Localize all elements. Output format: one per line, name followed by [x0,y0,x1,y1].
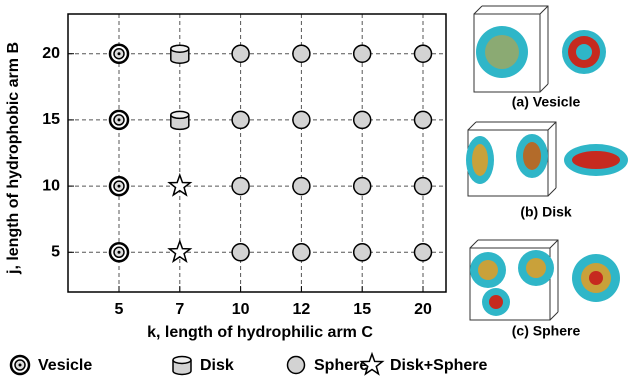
data-point [413,110,433,130]
legend-marker [9,354,31,376]
data-point [108,175,130,197]
x-tick-label: 15 [353,301,371,318]
legend-label: Disk [200,357,234,374]
legend-label: Sphere [314,357,368,374]
legend-label: Disk+Sphere [390,357,487,374]
data-point [292,176,311,196]
y-tick-label: 5 [51,244,60,261]
legend-label: Vesicle [38,357,92,374]
panel-caption: (a) Vesicle [512,94,581,110]
data-point [292,110,311,130]
x-tick-label: 5 [115,301,124,318]
data-point [352,44,372,63]
y-tick-label: 20 [42,45,60,62]
legend-marker [172,355,192,376]
panel-caption: (b) Disk [520,204,572,220]
y-axis-label: j, length of hydrophobic arm B [5,42,22,275]
panel-caption: (c) Sphere [512,323,581,339]
data-point [413,176,433,196]
data-point [352,110,372,130]
data-point [413,243,433,262]
x-axis-label: k, length of hydrophilic arm C [147,324,373,341]
x-tick-label: 20 [414,301,432,318]
data-point [231,243,250,262]
data-point [170,110,190,131]
data-point [352,243,372,262]
data-point [231,176,250,196]
x-tick-label: 12 [293,301,311,318]
data-point [170,44,190,64]
y-tick-label: 15 [42,111,60,128]
legend-marker [286,355,306,375]
data-point [167,172,193,197]
data-point [231,44,250,63]
data-point [108,242,130,263]
data-point [292,44,311,63]
x-tick-label: 10 [232,301,250,318]
data-point [413,44,433,63]
panel-c-image [469,239,620,321]
data-point [108,43,130,64]
data-point [352,176,372,196]
plot-frame [67,13,447,293]
y-tick-label: 10 [42,177,60,194]
panel-b-image [466,121,628,197]
legend: Vesicle Disk Sphere Disk+Sphere [9,351,487,376]
legend-marker [359,351,385,376]
panel-a-image [473,5,606,93]
data-point [292,243,311,262]
data-point [231,110,250,130]
x-tick-label: 7 [175,301,184,318]
data-point [108,109,130,131]
data-point [167,239,193,263]
